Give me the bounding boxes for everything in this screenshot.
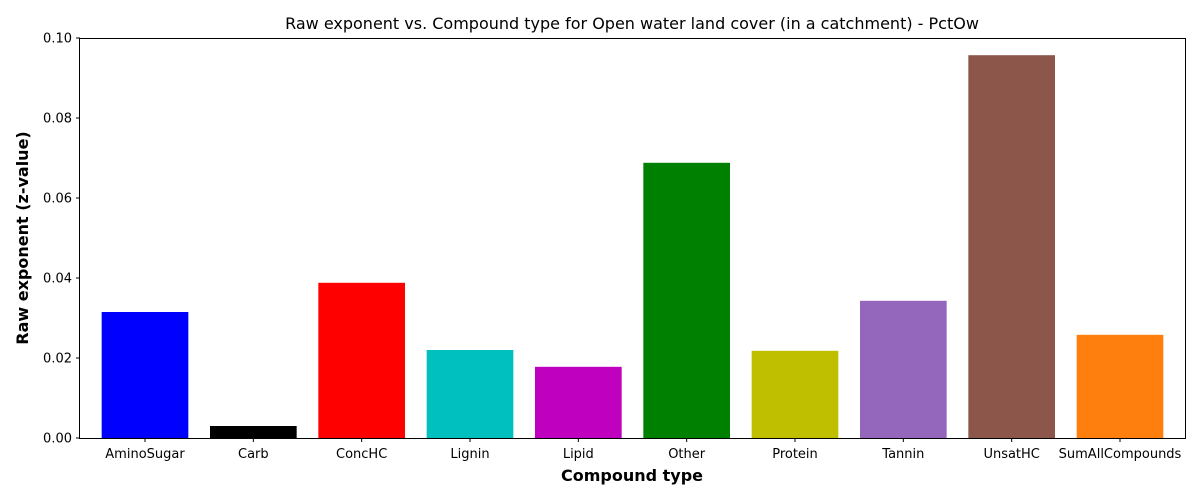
bars-group: [101, 55, 1164, 439]
x-tick-label: UnsatHC: [983, 447, 1039, 462]
bar-aminosugar: [101, 312, 189, 438]
x-tick-label: AminoSugar: [105, 447, 185, 462]
x-tick-label: Other: [668, 447, 706, 462]
x-axis: AminoSugar Carb ConcHC Lignin Lipid Other Prot…: [105, 438, 1182, 462]
x-tick-label: Carb: [238, 447, 269, 462]
bar-carb: [210, 426, 297, 438]
y-tick-label: 0.02: [43, 352, 72, 367]
x-tick-label: Lipid: [563, 447, 594, 462]
y-axis: 0.00 0.02 0.04 0.06 0.08 0.10: [43, 32, 80, 447]
bar-conchc: [318, 282, 405, 438]
x-axis-label: Compound type: [561, 466, 703, 485]
y-tick-label: 0.04: [43, 272, 72, 287]
x-tick-label: Tannin: [881, 447, 924, 462]
bar-sumallcompounds: [1076, 334, 1164, 438]
x-tick-label: SumAllCompounds: [1059, 447, 1182, 462]
x-tick-label: Protein: [772, 447, 818, 462]
bar-lignin: [426, 350, 514, 438]
y-tick-label: 0.00: [43, 432, 72, 447]
y-tick-label: 0.08: [43, 112, 72, 127]
y-tick-label: 0.06: [43, 192, 72, 207]
chart-title: Raw exponent vs. Compound type for Open …: [285, 14, 979, 33]
x-tick-label: ConcHC: [336, 447, 387, 462]
bar-unsathc: [968, 55, 1055, 438]
plot-frame: [79, 38, 1186, 439]
bar-protein: [751, 350, 839, 438]
bar-tannin: [860, 300, 947, 438]
x-tick-label: Lignin: [450, 447, 489, 462]
bar-other: [643, 162, 730, 439]
y-axis-label: Raw exponent (z-value): [13, 131, 32, 344]
bar-lipid: [535, 366, 622, 438]
y-tick-label: 0.10: [43, 32, 72, 47]
